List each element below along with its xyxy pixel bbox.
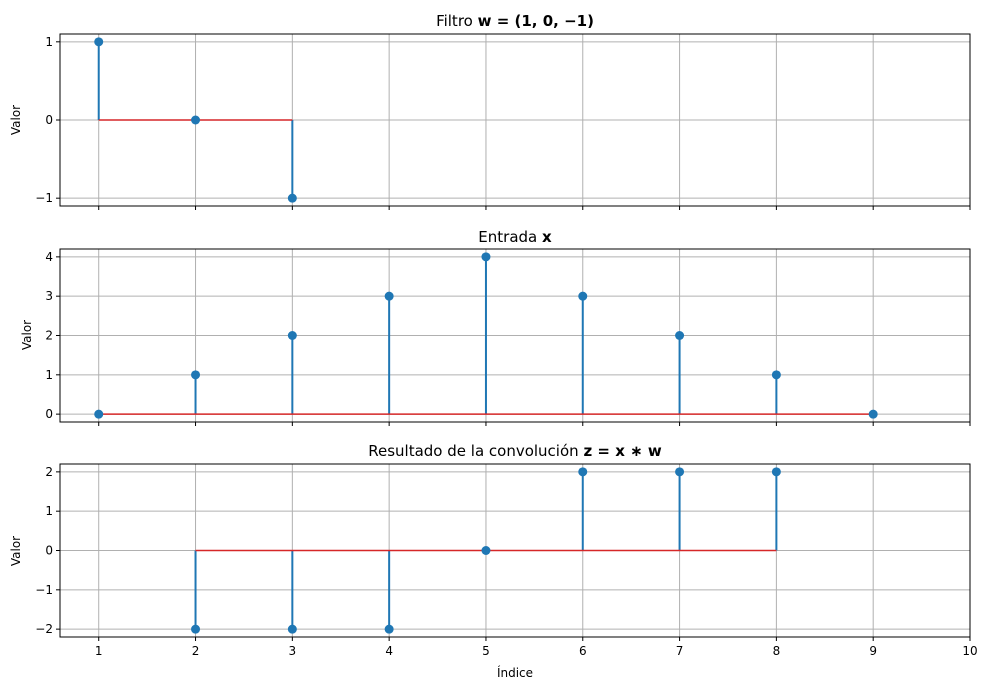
panel-title: Filtro w = (1, 0, −1) (436, 12, 594, 30)
stem-marker (191, 115, 201, 125)
y-tick-label: 1 (45, 35, 53, 49)
stem-marker (287, 193, 297, 203)
stem-marker (481, 252, 491, 262)
stem-marker (675, 467, 685, 477)
stem-marker (287, 331, 297, 340)
x-tick-label: 5 (482, 644, 490, 658)
panel-input: Entrada x Valor 0 1 2 3 4 (20, 228, 971, 426)
y-tick-label: 3 (45, 289, 53, 303)
y-tick-label: 1 (45, 368, 53, 382)
x-tick-label: 4 (385, 644, 393, 658)
y-axis-label: Valor (9, 536, 23, 566)
stem-marker (771, 370, 781, 380)
stem-marker (384, 624, 394, 634)
stem-marker (94, 37, 104, 47)
y-tick-label: −1 (35, 191, 53, 205)
x-tick-label: 3 (289, 644, 297, 658)
y-tick-label: 0 (45, 113, 53, 127)
x-tick-label: 10 (962, 644, 977, 658)
stem-marker (578, 291, 588, 301)
y-tick-label: 2 (45, 329, 53, 343)
panel-filter: Filtro w = (1, 0, −1) Valor −1 0 1 (9, 12, 971, 210)
stem-marker (675, 331, 685, 340)
stem-marker (191, 370, 201, 380)
y-tick-label: 2 (45, 465, 53, 479)
x-tick-label: 2 (192, 644, 200, 658)
x-tick-label: 9 (869, 644, 877, 658)
stem-marker (287, 624, 297, 634)
panel-title: Entrada x (478, 228, 552, 246)
x-tick-label: 6 (579, 644, 587, 658)
y-axis-label: Valor (9, 105, 23, 135)
x-axis-label: Índice (497, 665, 533, 680)
y-tick-label: −1 (35, 583, 53, 597)
y-tick-label: −2 (35, 622, 53, 636)
stem-marker (868, 409, 878, 419)
y-tick-label: 0 (45, 407, 53, 421)
y-tick-label: 1 (45, 504, 53, 518)
panel-title: Resultado de la convolución z = x ∗ w (368, 442, 662, 460)
stem-marker (191, 624, 201, 634)
y-axis-label: Valor (20, 320, 34, 350)
stem-marker (384, 291, 394, 301)
x-tick-label: 1 (95, 644, 103, 658)
y-tick-label: 0 (45, 544, 53, 558)
x-tick-label: 7 (676, 644, 684, 658)
stem-marker (481, 546, 491, 555)
x-tick-label: 8 (773, 644, 781, 658)
stem-marker (94, 409, 104, 419)
stem-marker (771, 467, 781, 477)
stem-marker (578, 467, 588, 477)
y-tick-label: 4 (45, 250, 53, 264)
panel-result: Resultado de la convolución z = x ∗ w Va… (9, 442, 978, 658)
